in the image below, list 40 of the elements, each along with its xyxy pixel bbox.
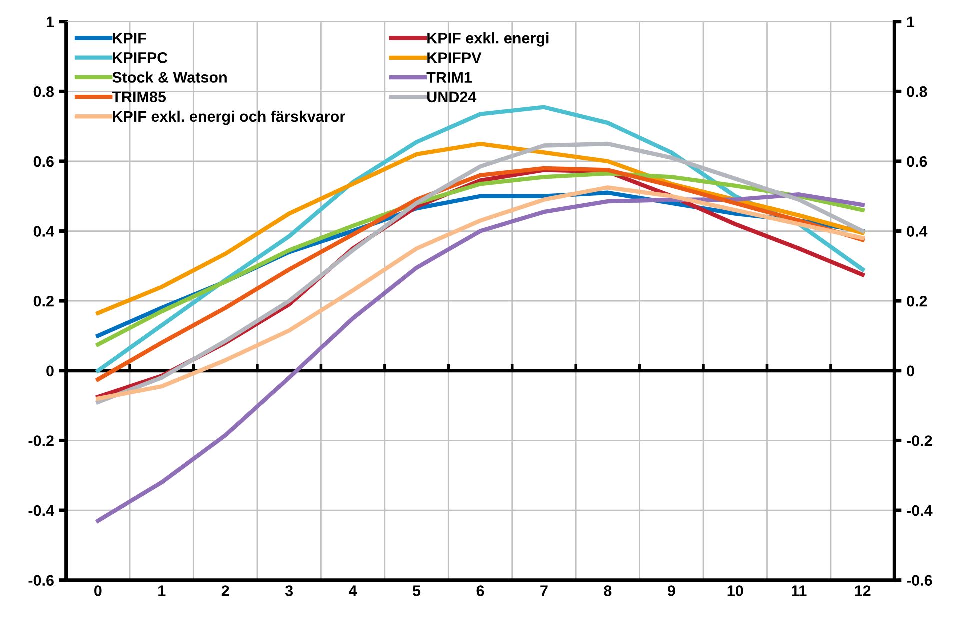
- x-tick-label: 1: [158, 586, 166, 596]
- legend-label: KPIFPV: [428, 52, 482, 64]
- y-tick-label: 0.4: [34, 226, 54, 237]
- legend-label: UND24: [428, 92, 477, 103]
- x-tick-label: 2: [222, 586, 230, 596]
- legend-label: Stock & Watson: [112, 72, 227, 83]
- y2-tick-label: 0.6: [907, 156, 928, 168]
- x-tick-label: 12: [855, 586, 871, 596]
- y2-tick-label: 0.8: [907, 86, 928, 98]
- y2-tick-label: 0.4: [907, 226, 928, 237]
- x-tick-label: 0: [94, 586, 102, 596]
- y-tick-label: 1: [46, 16, 54, 28]
- x-tick-label: 5: [413, 586, 421, 596]
- y2-tick-label: -0.2: [907, 436, 932, 446]
- y-tick-label: 0.6: [34, 156, 54, 168]
- x-tick-label: 8: [604, 586, 612, 596]
- y2-tick-label: -0.4: [907, 505, 933, 516]
- y2-tick-label: 0: [907, 366, 914, 377]
- x-tick-label: 7: [540, 586, 548, 596]
- x-tick-label: 11: [792, 586, 807, 596]
- y2-tick-label: 0.2: [907, 296, 928, 307]
- legend-label: KPIF exkl. energi: [428, 32, 549, 47]
- x-tick-label: 9: [668, 586, 676, 596]
- legend-label: TRIM1: [426, 72, 472, 83]
- legend-label: KPIF: [113, 33, 146, 44]
- y-tick-label: -0.4: [28, 505, 54, 516]
- legend-label: KPIFPC: [113, 52, 168, 64]
- x-tick-label: 10: [728, 586, 744, 596]
- x-tick-label: 3: [285, 586, 294, 596]
- y2-tick-label: -0.6: [907, 575, 932, 586]
- x-tick-label: 6: [476, 586, 484, 596]
- y-tick-label: 0.8: [34, 86, 54, 98]
- x-tick-label: 4: [349, 586, 358, 596]
- y-tick-label: -0.6: [28, 575, 54, 586]
- legend-label: TRIM85: [112, 92, 166, 103]
- y-tick-label: 0.2: [34, 296, 54, 307]
- y-tick-label: -0.2: [28, 436, 54, 446]
- y-tick-label: 0: [46, 366, 54, 377]
- y2-tick-label: 1: [907, 16, 915, 28]
- legend-label: KPIF exkl. energi och färskvaror: [113, 110, 346, 126]
